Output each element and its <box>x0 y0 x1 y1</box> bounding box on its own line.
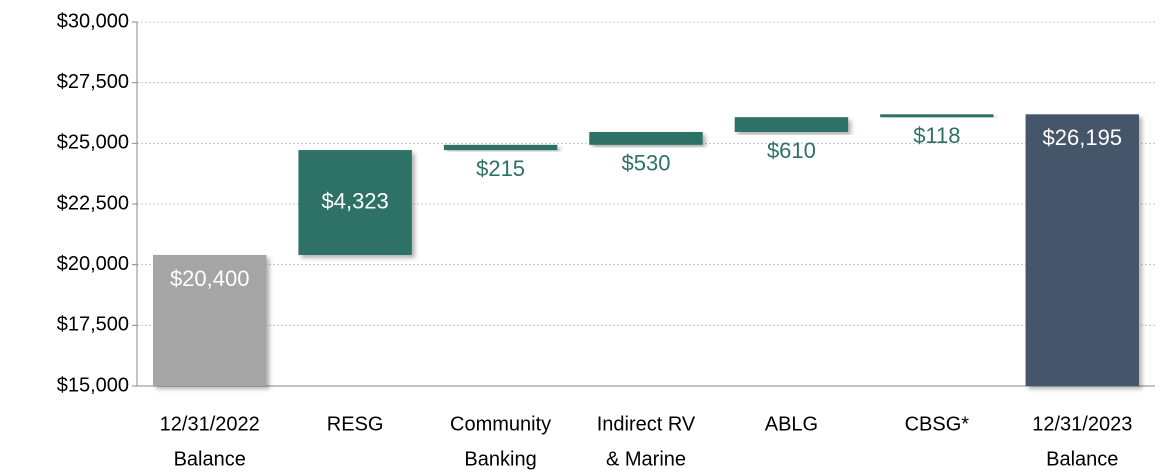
bar <box>443 144 558 151</box>
value-label: $20,400 <box>170 266 250 291</box>
value-label: $530 <box>622 151 671 176</box>
y-tick-label: $27,500 <box>57 71 129 93</box>
bar <box>298 150 412 255</box>
value-label: $118 <box>913 123 960 148</box>
x-tick-label: Indirect RV <box>597 413 696 435</box>
x-tick-label: RESG <box>327 413 384 435</box>
y-tick-label: $15,000 <box>57 374 129 396</box>
bar <box>880 114 994 118</box>
x-tick-label: 12/31/2023 <box>1032 413 1132 435</box>
x-tick-label: Balance <box>1046 448 1118 470</box>
bar <box>734 117 849 132</box>
value-label: $215 <box>476 156 525 181</box>
x-tick-label: Banking <box>464 448 536 470</box>
y-tick-label: $30,000 <box>57 10 129 32</box>
bar <box>152 254 267 386</box>
bar <box>589 131 703 145</box>
x-tick-label: 12/31/2022 <box>160 413 260 435</box>
x-tick-label: Community <box>450 413 551 435</box>
value-label: $610 <box>767 138 816 163</box>
x-tick-label: CBSG* <box>905 413 970 435</box>
y-tick-label: $22,500 <box>57 192 129 214</box>
x-tick-label: Balance <box>174 448 246 470</box>
y-tick-label: $25,000 <box>57 132 129 154</box>
y-tick-label: $20,000 <box>57 253 129 275</box>
bar <box>1025 114 1140 387</box>
x-tick-label: & Marine <box>606 448 686 470</box>
value-label: $4,323 <box>321 188 388 213</box>
value-label: $26,195 <box>1043 125 1123 150</box>
x-tick-label: ABLG <box>765 413 818 435</box>
y-tick-label: $17,500 <box>57 314 129 336</box>
